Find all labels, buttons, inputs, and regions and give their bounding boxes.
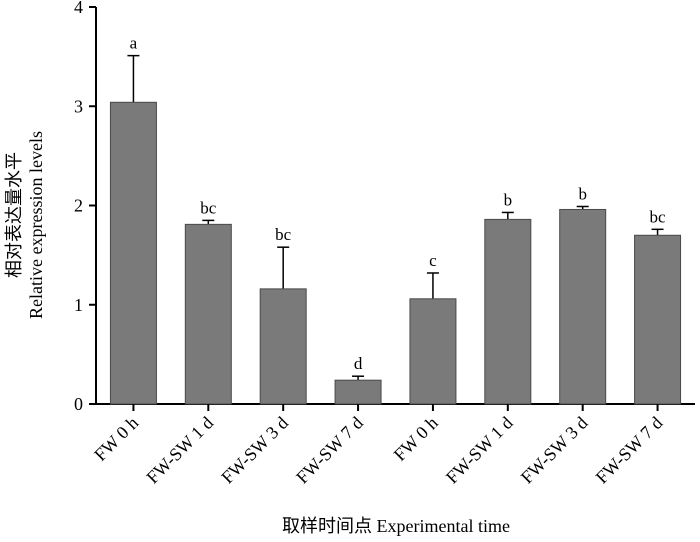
significance-label: a bbox=[130, 34, 138, 53]
y-tick-label: 4 bbox=[74, 0, 83, 17]
significance-label: bc bbox=[200, 198, 217, 217]
bar bbox=[484, 218, 532, 405]
significance-label: d bbox=[354, 354, 363, 373]
x-tick-label: FW-SW 7 d bbox=[592, 413, 667, 488]
x-tick-label: FW-SW 3 d bbox=[217, 413, 292, 488]
x-tick-label: FW-SW 7 d bbox=[292, 413, 367, 488]
bar bbox=[109, 101, 157, 405]
y-tick-label: 2 bbox=[74, 196, 83, 216]
x-tick-label: FW-SW 3 d bbox=[517, 413, 592, 488]
x-tick-label: FW 0 h bbox=[390, 413, 442, 465]
y-tick-label: 3 bbox=[74, 96, 83, 116]
y-axis-title-en: Relative expression levels bbox=[26, 131, 46, 319]
bar bbox=[634, 234, 682, 405]
x-axis-title: 取样时间点 Experimental time bbox=[282, 516, 510, 536]
significance-label: bc bbox=[275, 225, 292, 244]
significance-label: b bbox=[504, 190, 513, 209]
bar bbox=[259, 288, 307, 405]
bar bbox=[334, 379, 382, 405]
significance-label: b bbox=[578, 184, 587, 203]
x-tick-label: FW-SW 1 d bbox=[142, 413, 217, 488]
y-tick-label: 0 bbox=[74, 394, 83, 414]
y-tick-label: 1 bbox=[74, 295, 83, 315]
significance-label: c bbox=[429, 251, 437, 270]
bar bbox=[409, 298, 457, 405]
y-axis-title-cn: 相对表达量水平 bbox=[4, 152, 24, 278]
x-tick-label: FW-SW 1 d bbox=[442, 413, 517, 488]
x-tick-label: FW 0 h bbox=[90, 413, 142, 465]
bar bbox=[559, 208, 607, 405]
significance-label: bc bbox=[650, 207, 667, 226]
bar bbox=[184, 223, 232, 405]
